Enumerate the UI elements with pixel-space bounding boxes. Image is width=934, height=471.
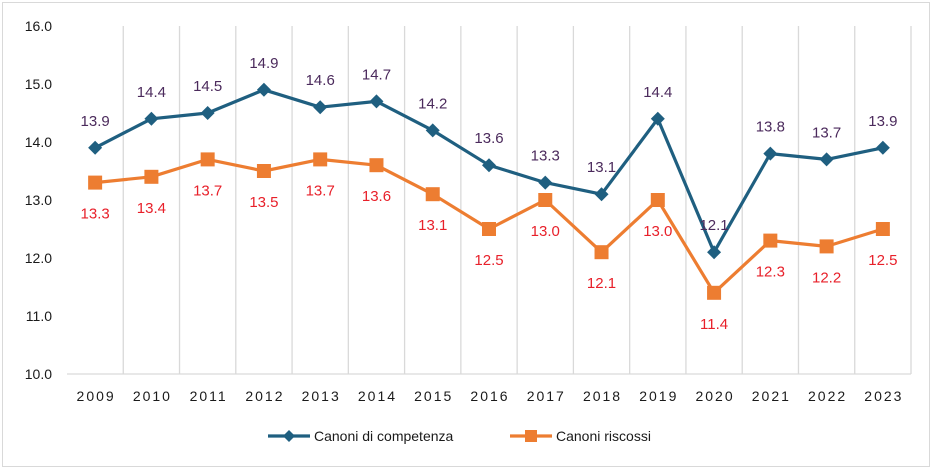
data-point-diamond [482, 158, 496, 173]
x-tick-label: 2017 [527, 388, 566, 404]
data-point-square [369, 158, 384, 173]
data-label: 13.3 [81, 206, 110, 223]
data-point-diamond [144, 111, 159, 126]
series-group: 13.9 14.4 14.5 14.9 14.6 14.7 14.2 13.6 13.3 13.1… [81, 55, 898, 333]
data-point-square [819, 239, 834, 254]
series-canoni-di-competenza: 13.9 14.4 14.5 14.9 14.6 14.7 14.2 13.6 13.3 13.1… [81, 55, 897, 260]
data-label: 11.4 [700, 316, 728, 333]
x-tick-label: 2016 [470, 388, 509, 404]
data-point-square [650, 193, 665, 207]
x-tick-label: 2021 [752, 388, 791, 404]
data-label: 13.7 [193, 182, 222, 199]
y-tick-label: 15.0 [25, 76, 52, 92]
x-tick-label: 2022 [808, 388, 847, 404]
data-label: 12.2 [812, 269, 841, 286]
legend-label[interactable]: Canoni riscossi [556, 428, 651, 444]
data-point-diamond [763, 146, 778, 161]
data-point-diamond [88, 140, 103, 155]
x-tick-label: 2018 [583, 388, 622, 404]
y-tick-label: 14.0 [25, 134, 52, 150]
data-label: 12.1 [699, 217, 728, 234]
y-axis: 10.0 11.0 12.0 13.0 14.0 15.0 16.0 [25, 18, 52, 382]
data-point-diamond [875, 140, 890, 155]
legend-marker-square [525, 430, 537, 442]
data-point-square [425, 187, 440, 202]
x-tick-label: 2023 [864, 388, 903, 404]
data-point-diamond [313, 100, 328, 115]
data-label: 13.8 [756, 119, 785, 136]
data-label: 13.9 [868, 113, 897, 130]
data-label: 12.1 [587, 275, 616, 292]
data-point-diamond [594, 187, 609, 202]
data-point-square [707, 285, 722, 300]
data-point-diamond [425, 123, 440, 138]
data-label: 12.5 [868, 252, 897, 269]
data-label: 13.3 [531, 148, 560, 165]
data-label: 14.9 [249, 55, 278, 72]
data-label: 13.1 [587, 159, 616, 176]
x-tick-label: 2011 [190, 388, 228, 404]
data-point-square [200, 152, 215, 167]
data-point-square [875, 222, 890, 236]
legend: Canoni di competenza Canoni riscossi [268, 428, 651, 444]
data-point-square [256, 164, 271, 178]
x-tick-label: 2020 [695, 388, 734, 404]
data-label: 13.5 [249, 194, 278, 211]
x-tick-label: 2019 [639, 388, 678, 404]
data-point-square [594, 245, 609, 260]
data-label: 12.3 [756, 264, 785, 281]
data-label: 13.7 [306, 182, 335, 199]
data-point-diamond [369, 94, 384, 109]
data-label: 13.6 [362, 188, 391, 205]
data-point-diamond [538, 175, 553, 190]
data-label: 13.7 [812, 124, 841, 141]
y-tick-label: 16.0 [25, 18, 52, 34]
legend-label[interactable]: Canoni di competenza [314, 428, 454, 444]
gridlines [67, 26, 912, 375]
data-point-diamond [707, 245, 722, 260]
x-tick-label: 2015 [414, 388, 453, 404]
data-point-square [763, 233, 778, 248]
data-label: 14.7 [362, 66, 391, 83]
x-tick-label: 2010 [133, 388, 172, 404]
data-label: 13.0 [643, 223, 672, 240]
data-label: 14.4 [643, 84, 672, 101]
x-tick-label: 2012 [245, 388, 284, 404]
data-label: 14.4 [137, 84, 166, 101]
data-point-square [88, 175, 103, 190]
data-point-diamond [200, 106, 215, 120]
data-label: 13.1 [418, 217, 447, 234]
y-tick-label: 13.0 [25, 192, 52, 208]
data-point-square [482, 222, 496, 236]
series-canoni-riscossi: 13.3 13.4 13.7 13.5 13.7 13.6 13.1 12.5 13.0 12.1… [81, 152, 897, 333]
data-label: 14.5 [193, 78, 222, 95]
data-point-diamond [256, 82, 271, 97]
data-label: 14.2 [418, 95, 447, 112]
x-tick-label: 2009 [77, 388, 116, 404]
x-tick-label: 2013 [302, 388, 341, 404]
x-tick-label: 2014 [358, 388, 397, 404]
y-tick-label: 11.0 [26, 308, 52, 324]
data-label: 13.9 [81, 113, 110, 130]
y-tick-label: 10.0 [25, 366, 52, 382]
legend-marker-diamond [283, 430, 295, 442]
data-point-square [538, 193, 553, 207]
data-label: 13.0 [531, 223, 560, 240]
y-tick-label: 12.0 [25, 250, 52, 266]
data-point-diamond [650, 111, 665, 126]
data-label: 13.6 [474, 130, 503, 147]
data-point-square [144, 169, 159, 184]
data-label: 12.5 [474, 252, 503, 269]
data-label: 14.6 [306, 72, 335, 89]
data-point-diamond [819, 152, 834, 167]
data-point-square [313, 152, 328, 167]
x-axis: 2009 2010 2011 2012 2013 2014 2015 2016 2017 2018… [77, 388, 903, 404]
data-label: 13.4 [137, 200, 166, 217]
